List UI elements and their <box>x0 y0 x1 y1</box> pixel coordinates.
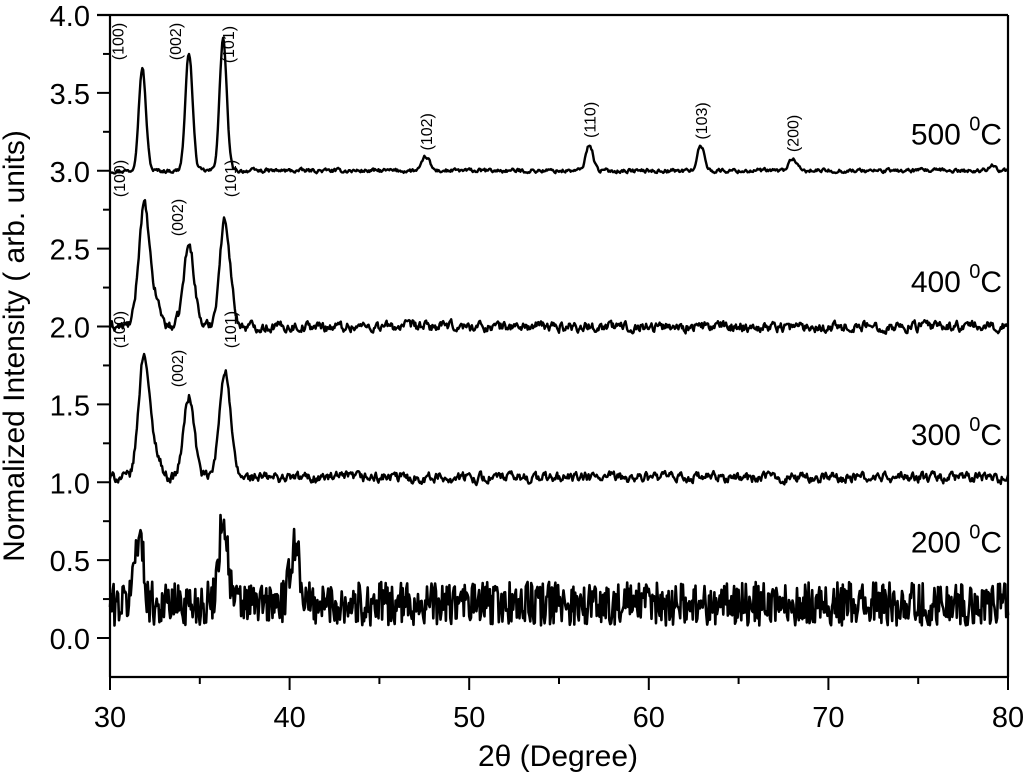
series-line-1 <box>109 36 1009 175</box>
x-tick-label: 40 <box>273 702 305 734</box>
series-layer <box>108 36 1010 627</box>
x-tick-label: 30 <box>94 702 126 734</box>
series-label: 400 0C <box>911 261 1002 299</box>
x-tick-label: 80 <box>992 702 1024 734</box>
hkl-label: (110) <box>583 102 600 138</box>
hkl-label: (100) <box>112 160 129 197</box>
series-line-3 <box>108 352 1010 487</box>
hkl-label: (102) <box>419 113 436 150</box>
axes: 0.0 0.5 1.0 1.5 2.0 2.5 3.0 3.5 4.0 30 40 50 60 70 80 <box>50 1 1024 734</box>
hkl-label: (002) <box>168 23 185 60</box>
y-tick-label: 1.5 <box>50 390 90 422</box>
hkl-label: (100) <box>112 311 129 348</box>
hkl-label: (002) <box>170 199 187 236</box>
y-tick-label: 3.0 <box>50 157 90 189</box>
hkl-label: (101) <box>223 160 240 197</box>
y-tick-label: 3.5 <box>50 79 90 111</box>
hkl-label: (200) <box>786 115 803 152</box>
hkl-label: (101) <box>223 311 240 348</box>
x-tick-label: 60 <box>633 702 665 734</box>
y-tick-label: 0.0 <box>50 624 90 656</box>
y-tick-label: 2.0 <box>50 313 90 345</box>
x-axis-label: 2θ (Degree) <box>478 740 638 773</box>
series-label: 300 0C <box>911 414 1002 452</box>
y-axis-label: Normalized Intensity ( arb. units) <box>0 130 31 562</box>
hkl-label: (002) <box>170 350 187 387</box>
series-line-2 <box>108 198 1010 335</box>
y-tick-label: 2.5 <box>50 235 90 267</box>
y-tick-label: 1.0 <box>50 468 90 500</box>
y-tick-label: 4.0 <box>50 1 90 33</box>
series-labels: 500 0C 400 0C 300 0C 200 0C <box>911 113 1002 559</box>
x-tick-label: 50 <box>453 702 485 734</box>
series-label: 200 0C <box>911 521 1002 559</box>
hkl-label: (103) <box>694 102 711 139</box>
peak-labels: (100) (002) (101) (102) (110) (103) (200) (100)… <box>110 23 802 387</box>
hkl-label: (101) <box>221 26 238 63</box>
x-tick-label: 70 <box>812 702 844 734</box>
series-line-4 <box>108 513 1010 627</box>
series-label: 500 0C <box>911 113 1002 151</box>
y-tick-label: 0.5 <box>50 546 90 578</box>
hkl-label: (100) <box>110 23 127 60</box>
